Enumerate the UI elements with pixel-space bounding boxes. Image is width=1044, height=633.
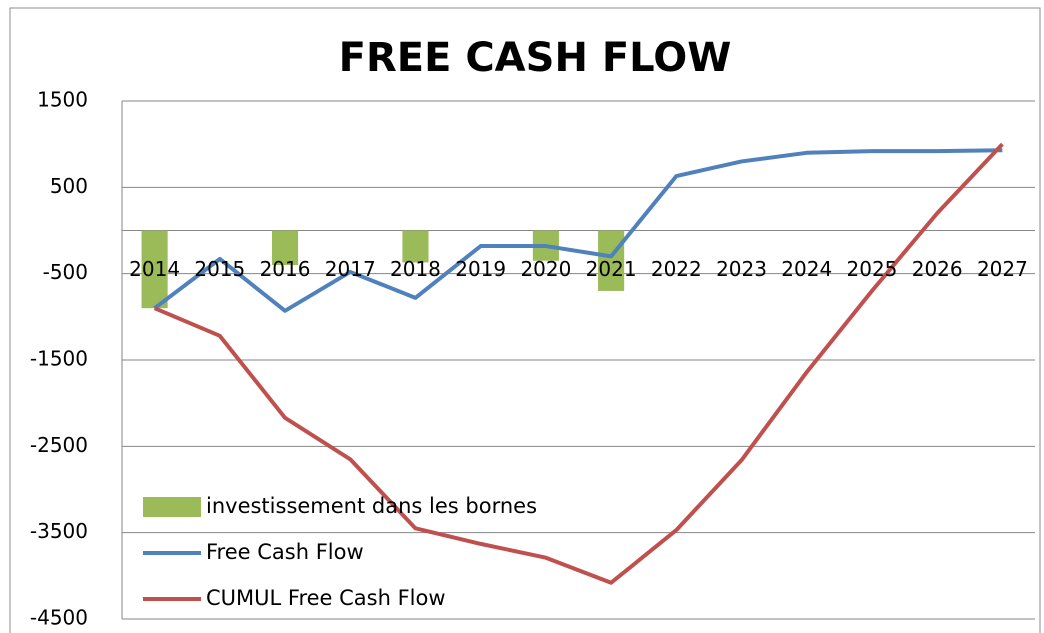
- x-tick-label: 2014: [129, 257, 180, 281]
- y-tick-label: -4500: [30, 606, 88, 630]
- x-tick-label: 2021: [586, 257, 637, 281]
- line: [153, 142, 1004, 585]
- x-tick-label: 2019: [455, 257, 506, 281]
- bar: [598, 230, 625, 291]
- chart-title: FREE CASH FLOW: [339, 35, 732, 81]
- x-tick-label: 2015: [194, 257, 245, 281]
- y-tick-label: -3500: [30, 519, 88, 543]
- bar: [271, 230, 299, 266]
- chart-border: [9, 7, 1041, 633]
- line: [153, 148, 1003, 313]
- x-tick-label: 2020: [520, 257, 571, 281]
- y-tick-label: -500: [43, 260, 88, 284]
- x-tick-label: 2017: [325, 257, 376, 281]
- x-tick-label: 2026: [912, 257, 963, 281]
- x-tick-label: 2025: [847, 257, 898, 281]
- legend-label: investissement dans les bornes: [206, 494, 537, 518]
- legend-label: CUMUL Free Cash Flow: [206, 586, 446, 610]
- y-tick-label: 1500: [37, 88, 88, 112]
- x-tick-label: 2018: [390, 257, 441, 281]
- legend-label: Free Cash Flow: [206, 540, 364, 564]
- x-tick-label: 2022: [651, 257, 702, 281]
- y-tick-label: -2500: [30, 433, 88, 457]
- legend-swatch: [143, 497, 201, 517]
- y-tick-label: -1500: [30, 347, 88, 371]
- x-tick-label: 2023: [716, 257, 767, 281]
- x-tick-label: 2016: [260, 257, 311, 281]
- x-tick-label: 2027: [977, 257, 1028, 281]
- y-tick-label: 500: [50, 174, 88, 198]
- x-tick-label: 2024: [781, 257, 832, 281]
- bar: [402, 230, 429, 263]
- bar: [141, 230, 168, 309]
